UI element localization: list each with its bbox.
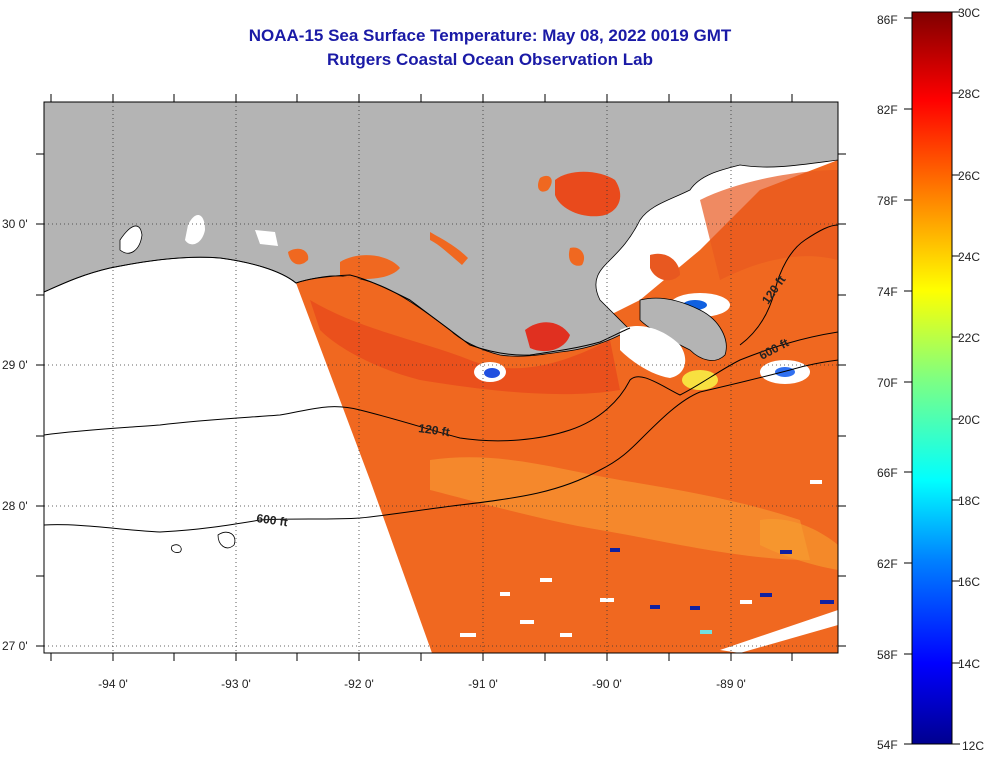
colorbar-c-label: 12C [962, 739, 984, 753]
cold-spot [484, 368, 500, 378]
x-tick-label: -92 0' [344, 677, 374, 691]
x-tick-label: -89 0' [716, 677, 746, 691]
y-tick-label: 28 0' [2, 499, 28, 513]
lake [255, 230, 278, 246]
contour-120ft-west [44, 331, 838, 442]
y-tick-label: 29 0' [2, 358, 28, 372]
contour-600ft [44, 359, 838, 533]
colorbar-gradient [911, 11, 953, 745]
sst-warm-band [310, 300, 620, 395]
plot-area: 120 ft 600 ft 120 ft 600 ft [44, 102, 838, 653]
x-tick-label: -93 0' [221, 677, 251, 691]
colorbar-f-label: 62F [877, 557, 898, 571]
cloud-streaks [460, 480, 838, 653]
x-tick-label: -90 0' [592, 677, 622, 691]
colorbar-c-label: 30C [958, 6, 980, 20]
axis-ticks [36, 94, 846, 661]
colorbar-f-label: 86F [877, 13, 898, 27]
contour-island [217, 531, 236, 549]
terrebonne-bay [525, 322, 570, 352]
lake [119, 225, 143, 254]
inland-water [568, 247, 585, 266]
sst-cool-patch [430, 457, 810, 560]
x-axis-labels: -94 0' -93 0' -92 0' -91 0' -90 0' -89 0… [98, 677, 746, 691]
sst-cool-patch-2 [760, 519, 838, 570]
breton-sound [650, 253, 680, 281]
map-title: NOAA-15 Sea Surface Temperature: May 08,… [248, 26, 732, 45]
contour-120ft-east [739, 224, 838, 346]
colorbar-c-label: 24C [958, 250, 980, 264]
colorbar-c-label: 18C [958, 494, 980, 508]
calcasieu-lake [288, 248, 309, 265]
x-tick-label: -94 0' [98, 677, 128, 691]
colorbar-c-label: 26C [958, 169, 980, 183]
y-tick-label: 30 0' [2, 217, 28, 231]
y-axis-labels: 30 0' 29 0' 28 0' 27 0' [2, 217, 28, 653]
white-lake [340, 255, 400, 280]
colorbar: 86F 82F 78F 74F 70F 66F 62F 58F 54F 30C … [877, 6, 984, 753]
contour-label: 120 ft [418, 421, 451, 439]
lake [185, 214, 205, 245]
colorbar-c-label: 14C [958, 657, 980, 671]
atchafalaya-bay-inland [430, 232, 468, 265]
colorbar-f-label: 82F [877, 103, 898, 117]
cold-spot [775, 367, 795, 377]
graticule [44, 102, 838, 653]
lake-pontchartrain [555, 171, 621, 217]
colorbar-c-label: 22C [958, 331, 980, 345]
colorbar-f-label: 74F [877, 285, 898, 299]
yellow-patch [682, 370, 718, 390]
colorbar-c-label: 20C [958, 413, 980, 427]
contour-island [171, 544, 182, 553]
colorbar-c-label: 28C [958, 87, 980, 101]
colorbar-f-label: 70F [877, 376, 898, 390]
lake-maurepas [537, 175, 552, 192]
map-subtitle: Rutgers Coastal Ocean Observation Lab [327, 50, 653, 69]
plot-frame [43, 101, 839, 654]
colorbar-f-label: 54F [877, 738, 898, 752]
colorbar-f-label: 66F [877, 466, 898, 480]
sst-warm-band-east [700, 170, 838, 280]
y-tick-label: 27 0' [2, 639, 28, 653]
x-tick-label: -91 0' [468, 677, 498, 691]
contour-label: 600 ft [256, 511, 289, 529]
colorbar-f-label: 58F [877, 648, 898, 662]
colorbar-c-label: 16C [958, 575, 980, 589]
colorbar-f-label: 78F [877, 194, 898, 208]
coastline [44, 256, 631, 356]
